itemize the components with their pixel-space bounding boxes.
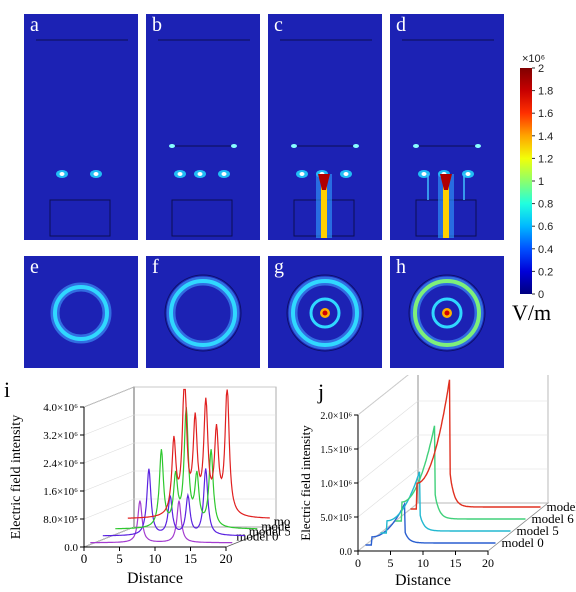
colorbar-tick-label: 0.2 <box>538 266 553 278</box>
x-tick-label: 15 <box>184 551 197 566</box>
chart-j-svg: 0.0 5.0×10⁵ 1.0×10⁶ 1.5×10⁶ 2.0×10⁶ 0 5 10 15 20 D… <box>292 375 576 587</box>
chart-i-svg: 0.0 8.0×10⁵ 1.6×10⁶ 2.4×10⁶ 3.2×10⁶ 4.0×10⁶ 0 5… <box>0 375 290 587</box>
y-axis-label: Electric field intensity <box>298 425 313 541</box>
ring-svg-h <box>390 256 504 368</box>
x-tick-label: 20 <box>220 551 233 566</box>
sim-svg-a <box>24 14 138 240</box>
x-tick-label: 5 <box>388 556 394 570</box>
sim-panel-b: b <box>146 14 260 240</box>
y-tick-label: 1.0×10⁶ <box>320 479 352 490</box>
sim-panel-d: d <box>390 14 504 240</box>
colorbar-tick-label: 1.4 <box>538 131 553 143</box>
colorbar-tick-label: 1.8 <box>538 86 553 98</box>
y-tick-label: 3.2×10⁶ <box>43 430 78 442</box>
y-tick-label: 2.4×10⁶ <box>43 458 78 470</box>
sim-svg-b <box>146 14 260 240</box>
x-tick-label: 0 <box>81 551 88 566</box>
sim-panel-a: a <box>24 14 138 240</box>
colorbar-tick-label: 1.6 <box>538 108 553 120</box>
colorbar-unit: V/m <box>512 300 551 325</box>
series-line <box>381 472 511 533</box>
chart-i: i 0.0 8.0×10⁵ 1.6×10⁶ 2.4×10⁶ 3.2×10⁶ 4.0×10⁶… <box>0 375 290 587</box>
colorbar-tick-label: 0.6 <box>538 221 553 233</box>
sim-panel-c: c <box>268 14 382 240</box>
sim-svg-c <box>268 14 382 240</box>
ring-panel-h: h <box>390 256 504 368</box>
x-tick-label: 20 <box>482 556 494 570</box>
colorbar-tick-label: 1 <box>538 176 544 188</box>
panel-label-i: i <box>4 377 10 403</box>
panel-label-b: b <box>152 14 162 37</box>
colorbar-tick-label: 1.2 <box>538 153 553 165</box>
y-tick-label: 1.6×10⁶ <box>43 486 78 498</box>
chart-j: j 0.0 5.0×10⁵ 1.0×10⁶ 1.5×10⁶ 2.0×10⁶ 0 5 10 15 2… <box>292 375 576 587</box>
x-tick-label: 5 <box>116 551 123 566</box>
y-axis-label: Electric field intensity <box>9 415 24 539</box>
side-wall <box>358 375 418 551</box>
x-tick-label: 10 <box>417 556 429 570</box>
panel-label-f: f <box>152 256 159 279</box>
series-label: model 7 <box>274 514 290 529</box>
sim-svg-d <box>390 14 504 240</box>
panel-label-d: d <box>396 14 406 37</box>
series-line <box>366 504 496 545</box>
panel-label-j: j <box>318 379 324 405</box>
panel-label-e: e <box>30 256 39 279</box>
y-tick-label: 0.0 <box>64 542 78 554</box>
panel-label-g: g <box>274 256 284 279</box>
ring-panel-e: e <box>24 256 138 368</box>
colorbar-tick-label: 0.4 <box>538 244 553 256</box>
x-tick-label: 15 <box>450 556 462 570</box>
y-tick-label: 4.0×10⁶ <box>43 402 78 414</box>
y-tick-label: 5.0×10⁵ <box>320 513 352 524</box>
colorbar-gradient <box>520 68 532 294</box>
colorbar-tick-label: 2 <box>538 63 544 75</box>
y-tick-label: 8.0×10⁵ <box>43 514 78 526</box>
panel-label-c: c <box>274 14 283 37</box>
y-tick-label: 0.0 <box>340 547 353 558</box>
panel-label-h: h <box>396 256 406 279</box>
ring-panel-f: f <box>146 256 260 368</box>
x-axis-label: Distance <box>127 570 183 587</box>
y-tick-label: 2.0×10⁶ <box>320 411 352 422</box>
colorbar-tick-label: 0.8 <box>538 199 553 211</box>
panel-label-a: a <box>30 14 39 37</box>
ring-svg-f <box>146 256 260 368</box>
ring-svg-e <box>24 256 138 368</box>
ring-svg-g <box>268 256 382 368</box>
series-label: model 7 <box>547 499 576 514</box>
side-wall <box>84 387 134 547</box>
x-tick-label: 0 <box>355 556 361 570</box>
x-tick-label: 10 <box>149 551 162 566</box>
x-axis-label: Distance <box>395 572 451 587</box>
ring-panel-g: g <box>268 256 382 368</box>
y-tick-label: 1.5×10⁶ <box>320 445 352 456</box>
